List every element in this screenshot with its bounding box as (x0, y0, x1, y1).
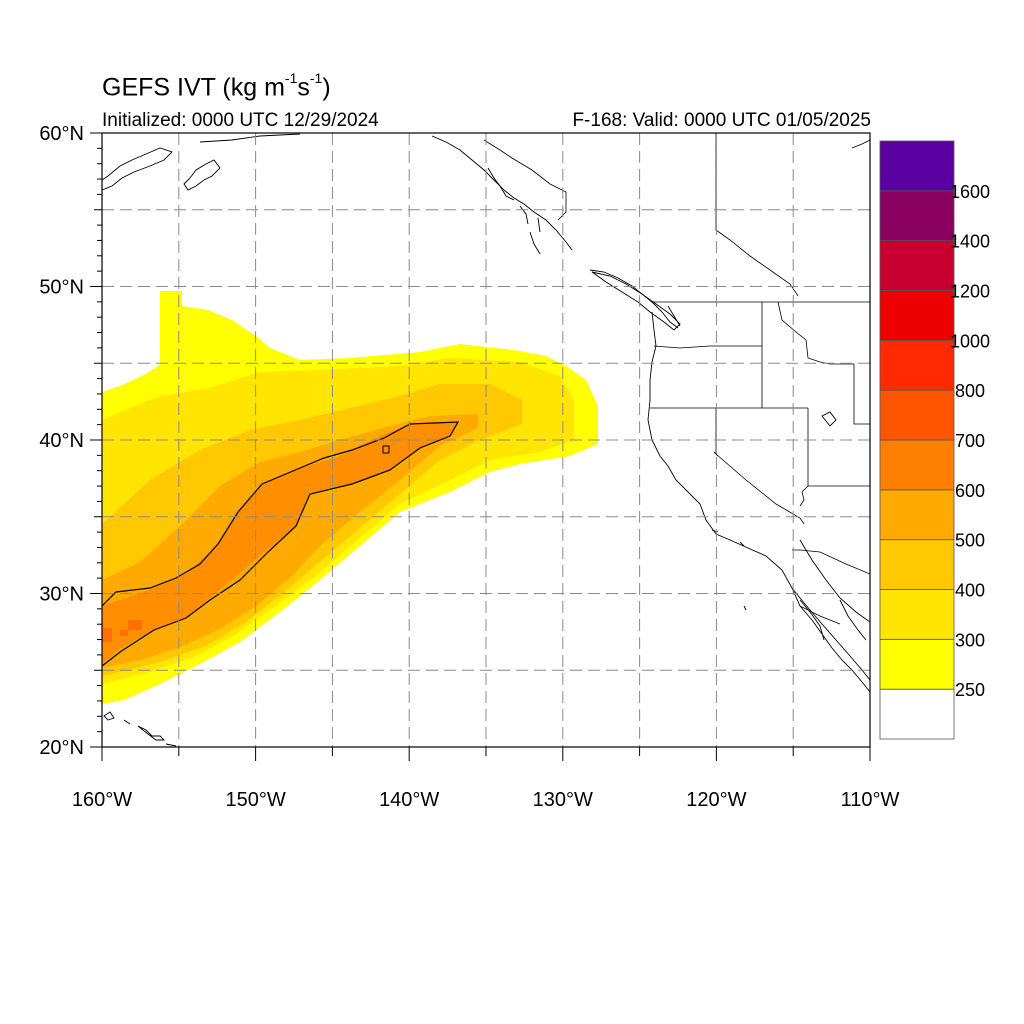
lon-tick-labels: 160°W 150°W 140°W 130°W 120°W 110°W (72, 789, 900, 811)
ivt-600-contour-cell (382, 445, 390, 454)
alaska-coast-west (102, 147, 173, 191)
initialized-time-label: Initialized: 0000 UTC 12/29/2024 (102, 110, 379, 131)
axis-ticks (90, 132, 871, 761)
ivt-band-600 (102, 422, 458, 664)
us-mexico-border (792, 549, 870, 575)
colorbar-box-300 (879, 589, 955, 640)
colorbar-label-300: 300 (955, 630, 985, 650)
colorbar-label-500: 500 (955, 531, 985, 551)
lon-label-160: 160°W (72, 789, 132, 811)
lat-label-50: 50°N (39, 277, 84, 299)
colorbar-box-1400 (879, 190, 955, 242)
great-salt-lake (821, 411, 837, 427)
colorbar-box-below (879, 688, 955, 740)
channel-islands (711, 529, 747, 611)
us-west-coast (647, 311, 870, 681)
sonora-border (799, 605, 841, 625)
hawaii-islands (103, 711, 177, 747)
ivt-band-700-cell-3 (120, 630, 128, 636)
colorbar-label-600: 600 (955, 481, 985, 501)
colorbar-label-1400: 1400 (950, 232, 990, 252)
puget-sound (667, 305, 681, 327)
lon-label-110: 110°W (841, 789, 900, 811)
lon-label-120: 120°W (686, 789, 746, 811)
lon-label-130: 130°W (533, 789, 593, 811)
colorbar-box-500 (879, 489, 955, 541)
lat-label-30: 30°N (39, 584, 84, 606)
colorbar-box-1000 (879, 290, 955, 341)
colorbar-box-1200 (879, 240, 955, 291)
map-title: GEFS IVT (kg m-1s-1) (102, 70, 331, 102)
coastlines (102, 133, 870, 747)
political-borders (483, 133, 870, 625)
ut-wy-border (853, 364, 870, 425)
colorbar-label-250: 250 (955, 680, 985, 700)
alaska-coast-gulf (199, 133, 301, 143)
colorbar-box-700 (879, 389, 955, 441)
baja-peninsula (791, 587, 870, 693)
colorbar: 250 300 400 500 600 700 800 1000 1200 1400 1600 (879, 140, 990, 740)
alaska-canada-border (483, 139, 567, 221)
colorbar-label-400: 400 (955, 581, 985, 601)
colorbar-label-700: 700 (955, 431, 985, 451)
panhandle-islands (487, 167, 541, 255)
colorbar-box-400 (879, 539, 955, 590)
colorbar-label-1000: 1000 (950, 331, 990, 351)
lat-label-40: 40°N (39, 430, 84, 452)
ivt-shading (102, 291, 598, 704)
colorbar-label-800: 800 (955, 381, 985, 401)
idaho-montana-border (777, 301, 854, 365)
colorbar-box-800 (879, 339, 955, 391)
lon-label-150: 150°W (225, 789, 285, 811)
lat-tick-labels: 60°N 50°N 40°N 30°N 20°N (39, 123, 84, 759)
canada-north-coast (851, 139, 870, 149)
alaska-panhandle-coast (431, 135, 573, 251)
lon-label-140: 140°W (379, 789, 439, 811)
colorbar-label-1200: 1200 (950, 282, 990, 302)
gulf-california-coast (799, 539, 870, 623)
valid-time-label: F-168: Valid: 0000 UTC 01/05/2025 (572, 110, 871, 131)
nv-ut-border (799, 408, 809, 507)
bc-alberta-border (715, 133, 799, 297)
colorbar-box-600 (879, 439, 955, 491)
lat-lon-grid (102, 133, 870, 747)
ivt-band-700-cell-2 (128, 620, 142, 630)
lat-label-20: 20°N (39, 737, 84, 759)
lat-label-60: 60°N (39, 123, 84, 145)
colorbar-box-1600 (879, 140, 955, 192)
kodiak-coast (183, 159, 221, 191)
vancouver-island (591, 271, 681, 331)
colorbar-label-1600: 1600 (950, 182, 990, 202)
ca-nv-border (715, 408, 805, 525)
wa-or-border (653, 345, 762, 349)
colorbar-box-250 (879, 638, 955, 690)
ivt-band-700-cell (102, 628, 112, 642)
